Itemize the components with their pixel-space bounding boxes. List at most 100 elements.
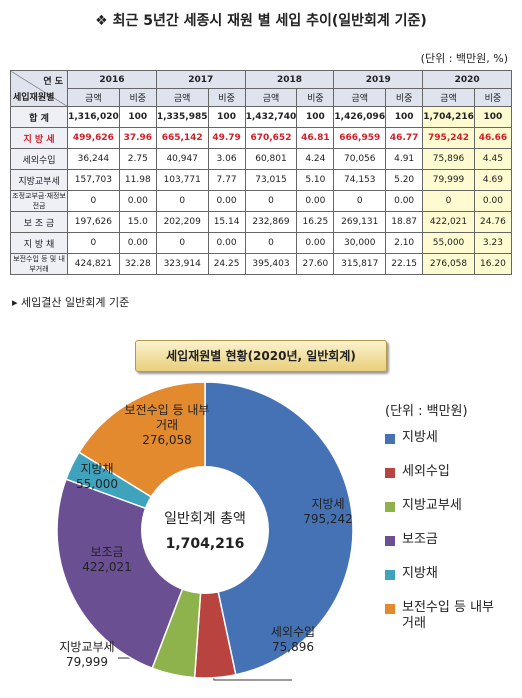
sub-header: 비중: [473, 88, 513, 107]
icon: ❖: [95, 13, 113, 29]
note-wrap: ▸ 세입결산 일반회계 기준: [12, 294, 129, 310]
table-row: 지방교부세 157,703 11.98 103,771 7.77 73,015 5.10 74…: [9, 169, 513, 191]
slice: [204, 381, 354, 676]
sub-header: 비중: [118, 88, 157, 107]
slice-label: 지방세 795,242: [283, 497, 373, 527]
year-header: 2020: [422, 70, 512, 89]
year-header: 2016: [67, 70, 157, 89]
slice-label: 지방채 55,000: [52, 462, 142, 492]
row-label: 세외수입: [9, 148, 69, 170]
unit: (단위 : 백만원, %): [420, 52, 508, 65]
header-row: 금액 비중 금액 비중 금액 비중 금액 비중 금액 비중: [11, 88, 513, 107]
legend-label: 세외수입: [402, 464, 450, 479]
header-row: 연 도 세입재원별 2016 2017 2018 2019 2020: [9, 70, 512, 107]
legend-swatch: [385, 434, 395, 444]
cell: 27.60: [296, 253, 335, 275]
cell: 49.79: [207, 127, 246, 149]
legend-item: 지방채: [385, 566, 515, 582]
legend-swatch: [385, 604, 395, 614]
legend-swatch: [385, 468, 395, 478]
table: 연 도 세입재원별 2016 2017 2018 2019 2020 금액 비중 금액 비중 금액 비중…: [9, 70, 513, 275]
slice-value: 55,000: [76, 477, 118, 491]
cell: 15.0: [118, 211, 157, 233]
bullet: ▸: [12, 296, 22, 309]
cell: 22.15: [385, 253, 424, 275]
row-label: 지 방 채: [9, 232, 69, 254]
corner-bottom: 세입재원별: [13, 93, 55, 103]
slice-value: 79,999: [66, 655, 108, 669]
legend-label: 지방세: [402, 430, 438, 445]
cell: 46.66: [473, 127, 513, 149]
slice-value: 75,896: [272, 640, 314, 654]
slice-value: 795,242: [303, 512, 353, 526]
title-wrap: ❖ 최근 5년간 세종시 재원 별 세입 추이(일반회계 기준): [0, 10, 522, 30]
slice-value: 422,021: [82, 560, 132, 574]
slice-name: 지방세: [311, 497, 345, 511]
note: 세입결산 일반회계 기준: [21, 296, 130, 309]
slice-name: 지방채: [80, 462, 114, 476]
cell: 100: [473, 106, 513, 128]
slice-name: 지방교부세: [59, 640, 115, 654]
legend-label: 보전수입 등 내부거래: [402, 600, 494, 631]
legend-item: 세외수입: [385, 464, 515, 480]
legend-swatch: [385, 502, 395, 512]
legend-label: 보조금: [402, 532, 438, 547]
slice-name: 세외수입: [270, 625, 316, 639]
cell: 16.25: [296, 211, 335, 233]
cell: 795,242: [422, 127, 475, 149]
cell: 3.06: [207, 148, 246, 170]
cell: 4.69: [473, 169, 513, 191]
table-row: 보전수입 등 및 내부거래 424,821 32.28 323,914 24.25 395…: [9, 253, 513, 275]
cell: 315,817: [333, 253, 387, 275]
legend-item: 보전수입 등 내부거래: [385, 600, 515, 632]
slice-label: 보전수입 등 내부거래 276,058: [122, 403, 212, 448]
center-title: 일반회계 총액: [164, 511, 246, 527]
donut-hole: [141, 466, 269, 594]
legend-label: 지방채: [402, 566, 438, 581]
slice-name: 보전수입 등 내부거래: [124, 403, 210, 432]
sub-header: 금액: [67, 88, 120, 107]
cell: 0.00: [473, 190, 513, 212]
row-label: 보전수입 등 및 내부거래: [9, 253, 69, 275]
sub-header: 비중: [385, 88, 424, 107]
legend-label: 지방교부세: [402, 498, 462, 513]
corner-top: 연 도: [43, 77, 64, 87]
year-header: 2018: [244, 70, 335, 89]
center-value: 1,704,216: [165, 536, 245, 552]
row-label: 조정교부금·재정보전금: [9, 190, 69, 212]
sub-header: 비중: [207, 88, 246, 107]
sub-header: 금액: [422, 88, 475, 107]
row-label: 지 방 세: [9, 127, 69, 149]
cell: 4.45: [473, 148, 513, 170]
table-row: 지 방 세 499,626 37.96 665,142 49.79 670,652 46.8…: [9, 127, 513, 149]
table-row: 보 조 금 197,626 15.0 202,209 15.14 232,869 16.25…: [9, 211, 513, 233]
chart-title: 세입재원별 현황(2020년, 일반회계): [135, 340, 387, 372]
cell: 16.20: [473, 253, 513, 275]
legend-item: 지방교부세: [385, 498, 515, 514]
table-row: 세외수입 36,244 2.75 40,947 3.06 60,801 4.24 70,056…: [9, 148, 513, 170]
cell: 1,704,216: [422, 106, 475, 128]
table-row: 지 방 채 0 0.00 0 0.00 0 0.00 30,000 2.10 55,000 3.23: [9, 232, 513, 254]
slice-name: 보조금: [90, 545, 124, 559]
cell: 100: [118, 106, 157, 128]
legend-swatch: [385, 536, 395, 546]
cell: 32.28: [118, 253, 157, 275]
slice-label: 보조금 422,021: [62, 545, 152, 575]
sub-header: 비중: [296, 88, 335, 107]
slice-label: 세외수입 75,896: [248, 625, 338, 655]
slice-label: 지방교부세 79,999: [42, 640, 132, 670]
legend-swatch: [385, 570, 395, 580]
slice-value: 276,058: [142, 433, 192, 447]
title: 최근 5년간 세종시 재원 별 세입 추이(일반회계 기준): [112, 13, 427, 29]
legend-item: 보조금: [385, 532, 515, 548]
chart-unit: (단위 : 백만원): [385, 404, 468, 419]
cell: 24.25: [207, 253, 246, 275]
cell: 276,058: [422, 253, 475, 275]
row-label: 보 조 금: [9, 211, 69, 233]
legend-item: 지방세: [385, 430, 515, 446]
table-row: 합 계 1,316,020 100 1,335,985 100 1,432,740 100 1…: [9, 106, 513, 128]
cell: 323,914: [155, 253, 209, 275]
